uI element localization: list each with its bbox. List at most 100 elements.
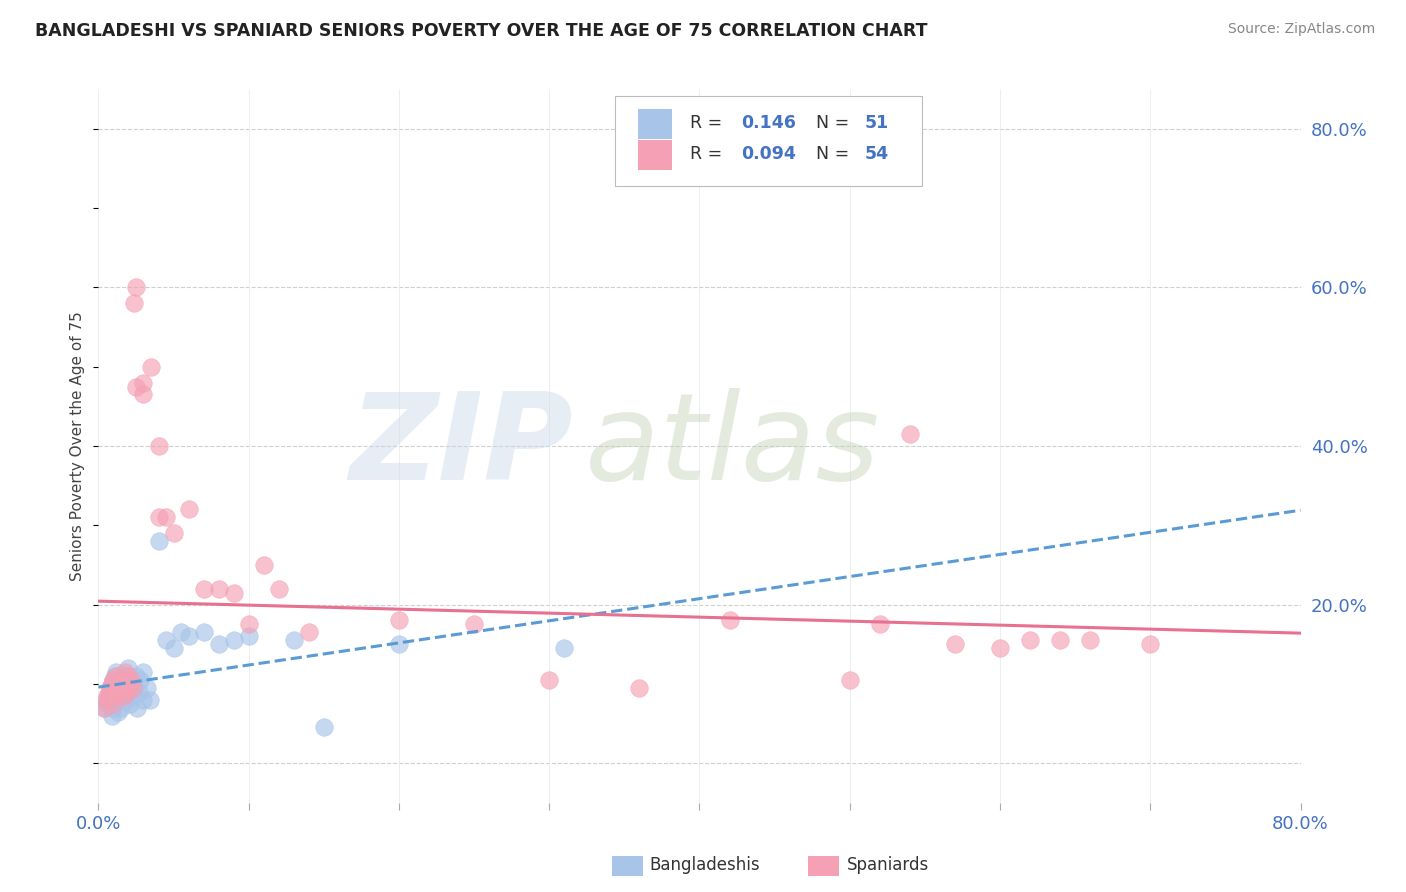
Point [943,637,966,651]
Point [148,510,170,524]
Point [125,280,148,294]
Point [148,534,170,549]
Text: N =: N = [815,114,855,132]
Point [103,673,125,687]
Point [124,296,146,310]
Point [114,665,136,679]
Point [114,681,136,695]
Point [253,558,276,572]
Point [94,692,117,706]
Point [139,359,162,374]
Point [100,681,122,695]
Point [114,669,136,683]
Point [97,689,120,703]
Point [463,617,485,632]
Point [93,700,115,714]
Point [117,685,139,699]
Point [193,582,215,596]
Point [115,685,138,699]
Point [132,665,155,679]
Point [111,673,134,687]
Point [108,681,131,695]
Point [312,721,335,735]
Point [112,689,135,703]
Point [117,661,139,675]
Point [118,697,141,711]
Point [155,633,177,648]
Point [104,692,127,706]
Point [125,669,148,683]
Point [177,502,200,516]
Point [107,685,129,699]
Point [121,677,143,691]
Point [155,510,177,524]
Point [105,665,128,679]
Point [124,681,146,695]
Point [132,376,155,390]
Point [103,673,125,687]
Point [105,689,128,703]
Point [96,692,118,706]
Point [238,617,260,632]
Point [208,582,231,596]
Point [115,692,138,706]
Point [110,677,132,691]
Point [101,708,124,723]
Point [869,617,891,632]
Point [111,673,134,687]
Point [238,629,260,643]
Point [94,697,117,711]
Text: R =: R = [690,114,728,132]
Point [718,614,741,628]
Point [628,681,651,695]
Text: Source: ZipAtlas.com: Source: ZipAtlas.com [1227,22,1375,37]
Text: N =: N = [815,145,855,163]
Point [110,677,132,691]
Point [267,582,290,596]
Point [162,641,184,656]
Point [135,681,157,695]
Point [105,669,128,683]
Point [898,427,921,442]
Point [108,681,131,695]
Point [127,700,149,714]
Text: R =: R = [690,145,728,163]
Point [101,677,124,691]
Text: ZIP: ZIP [350,387,574,505]
Point [117,669,139,683]
Point [193,625,215,640]
Point [103,697,125,711]
Point [101,677,124,691]
Point [118,677,141,691]
Point [388,637,411,651]
Point [988,641,1011,656]
Point [1019,633,1042,648]
Point [122,689,145,703]
Point [1078,633,1101,648]
Point [97,685,120,699]
Point [148,439,170,453]
Point [128,685,150,699]
Point [1139,637,1161,651]
Point [208,637,231,651]
Point [121,673,143,687]
Point [104,689,127,703]
Point [1049,633,1071,648]
Point [177,629,200,643]
Point [388,614,411,628]
Point [96,689,118,703]
Point [104,669,127,683]
Bar [638,140,672,169]
Point [125,379,148,393]
Point [122,681,145,695]
Point [298,625,321,640]
Point [129,673,152,687]
Text: 0.094: 0.094 [741,145,796,163]
Point [538,673,561,687]
Point [553,641,575,656]
Text: 51: 51 [865,114,889,132]
Text: BANGLADESHI VS SPANIARD SENIORS POVERTY OVER THE AGE OF 75 CORRELATION CHART: BANGLADESHI VS SPANIARD SENIORS POVERTY … [35,22,928,40]
Y-axis label: Seniors Poverty Over the Age of 75: Seniors Poverty Over the Age of 75 [70,311,86,581]
Point [838,673,860,687]
Point [162,526,184,541]
